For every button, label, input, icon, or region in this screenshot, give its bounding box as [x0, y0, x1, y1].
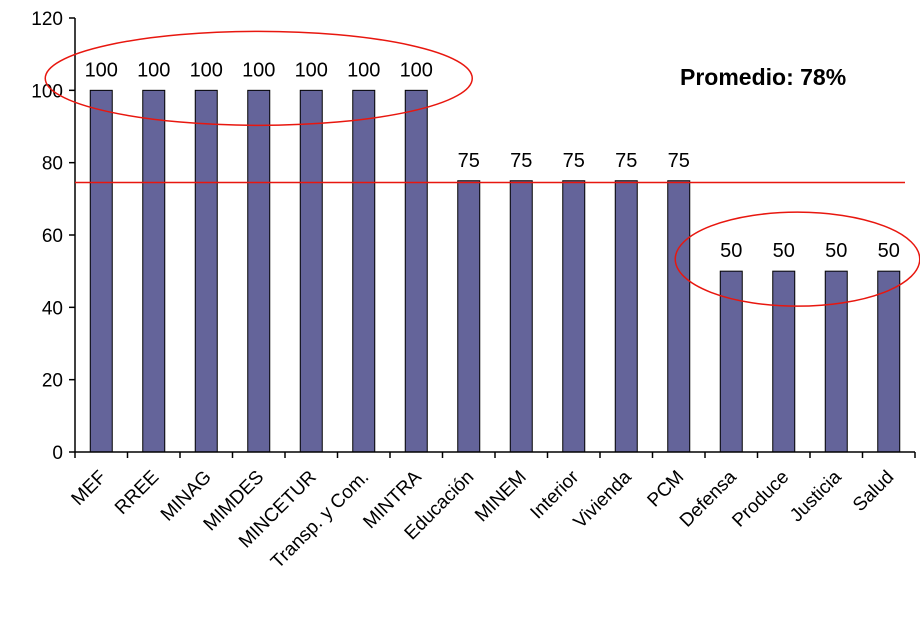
y-tick-label: 60 [42, 226, 63, 247]
data-label: 100 [347, 59, 380, 81]
bars [89, 89, 901, 453]
bar [142, 89, 166, 453]
bar [457, 180, 481, 453]
y-axis: 0 20 40 60 80 100 120 [31, 9, 76, 464]
data-label: 100 [190, 59, 223, 81]
bar [614, 180, 638, 453]
data-label: 100 [85, 59, 118, 81]
category-label: Salud [849, 467, 898, 516]
y-tick-label: 20 [42, 371, 63, 392]
bar [404, 89, 428, 453]
data-label: 50 [825, 240, 847, 262]
data-label: 75 [668, 150, 690, 172]
data-label: 75 [615, 150, 637, 172]
category-label: Produce [728, 467, 793, 532]
category-label: Transp. y Com. [267, 467, 373, 573]
bar [877, 270, 901, 453]
data-label: 100 [242, 59, 275, 81]
category-label: Justicia [786, 466, 846, 526]
data-labels: 100 100 100 100 100 100 100 75 75 75 75 75 50 50 50 50 [85, 59, 900, 262]
data-label: 75 [458, 150, 480, 172]
bar [562, 180, 586, 453]
data-label: 75 [563, 150, 585, 172]
bar [772, 270, 796, 453]
y-tick-label: 80 [42, 154, 63, 175]
data-label: 75 [510, 150, 532, 172]
y-tick-label: 0 [52, 443, 63, 464]
category-label: MEF [68, 467, 111, 510]
category-label: Vivienda [570, 466, 636, 532]
data-label: 50 [773, 240, 795, 262]
data-label: 50 [720, 240, 742, 262]
bar [352, 89, 376, 453]
bar [194, 89, 218, 453]
bar [509, 180, 533, 453]
bar [89, 89, 113, 453]
category-label: RREE [111, 467, 163, 519]
highlight-ellipse [44, 30, 473, 127]
bar [824, 270, 848, 453]
data-label: 100 [400, 59, 433, 81]
category-label: Defensa [676, 466, 741, 531]
bar [667, 180, 691, 453]
data-label: 100 [137, 59, 170, 81]
y-tick-label: 100 [31, 81, 63, 102]
bar [247, 89, 271, 453]
average-annotation: Promedio: 78% [680, 64, 846, 90]
y-tick-label: 40 [42, 298, 63, 319]
y-tick-label: 120 [31, 9, 63, 30]
category-label: PCM [644, 467, 689, 512]
data-label: 50 [878, 240, 900, 262]
category-label: MINEM [471, 467, 531, 527]
data-label: 100 [295, 59, 328, 81]
bar [299, 89, 323, 453]
